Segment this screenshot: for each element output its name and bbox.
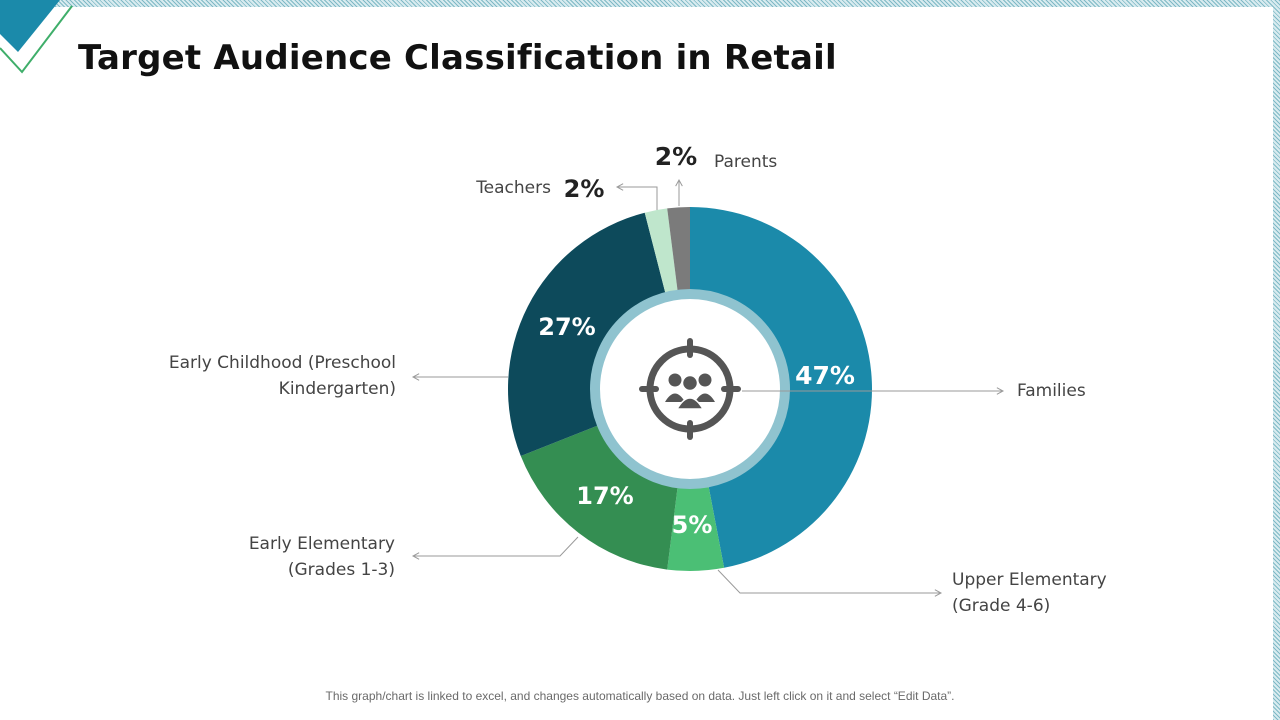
- donut-slice-3[interactable]: [508, 212, 668, 456]
- target-group-icon: [639, 338, 741, 440]
- category-label-1-line-1: (Grade 4-6): [952, 596, 1050, 616]
- footnote: This graph/chart is linked to excel, and…: [325, 689, 955, 703]
- leader-arrow-1: [934, 589, 943, 597]
- value-label-1: 5%: [672, 511, 713, 539]
- value-label-4: 2%: [564, 175, 605, 203]
- value-label-3: 27%: [538, 313, 595, 341]
- leader-line-4: [617, 186, 658, 210]
- leader-arrow-3: [411, 373, 420, 381]
- category-label-3-line-1: Kindergarten): [279, 379, 396, 399]
- right-border: [1273, 0, 1280, 720]
- top-border: [0, 0, 1280, 7]
- donut-slice-5[interactable]: [667, 207, 690, 298]
- leader-line-2: [413, 536, 579, 557]
- corner-decoration: [0, 0, 73, 74]
- category-label-1-line-0: Upper Elementary: [952, 570, 1107, 590]
- slide-title: Target Audience Classification in Retail: [78, 38, 837, 78]
- donut-slice-2[interactable]: [520, 422, 679, 570]
- category-label-0-line-0: Families: [1017, 381, 1086, 401]
- leader-arrow-5: [675, 178, 683, 187]
- category-label-2-line-1: (Grades 1-3): [288, 560, 395, 580]
- leader-arrow-0: [996, 387, 1005, 395]
- value-label-0: 47%: [795, 361, 855, 390]
- donut-slice-4[interactable]: [644, 208, 679, 300]
- category-label-2-line-0: Early Elementary: [249, 534, 395, 554]
- value-label-5: 2%: [655, 142, 697, 171]
- leader-arrow-4: [615, 183, 624, 191]
- category-label-4-line-0: Teachers: [475, 178, 551, 198]
- inner-ring: [590, 289, 790, 489]
- leader-arrow-2: [411, 552, 420, 560]
- category-label-3-line-0: Early Childhood (Preschool: [169, 353, 396, 373]
- leader-line-1: [717, 569, 941, 594]
- value-label-2: 17%: [576, 482, 633, 510]
- donut-slice-1[interactable]: [667, 479, 725, 572]
- category-label-5-line-0: Parents: [714, 152, 777, 172]
